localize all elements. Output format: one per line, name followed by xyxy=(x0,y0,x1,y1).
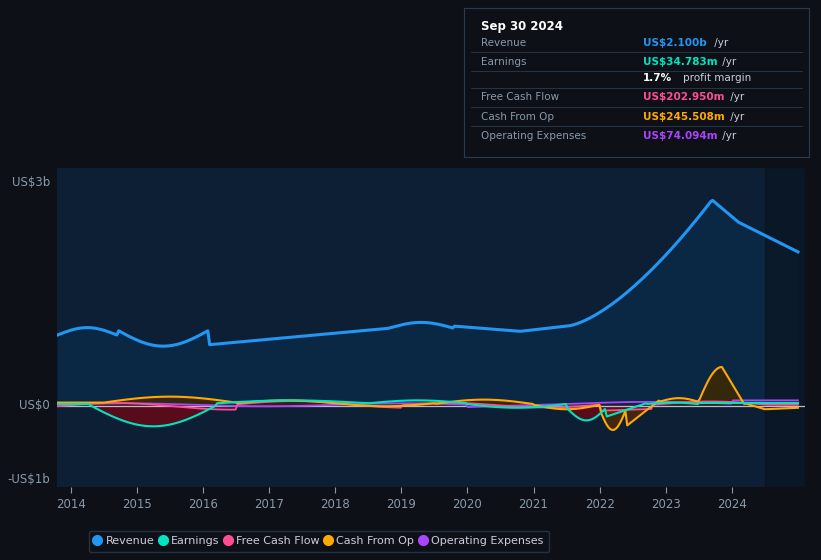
Text: Cash From Op: Cash From Op xyxy=(481,112,554,122)
Text: US$2.100b: US$2.100b xyxy=(643,38,707,48)
Text: /yr: /yr xyxy=(712,38,729,48)
Text: Operating Expenses: Operating Expenses xyxy=(481,131,586,141)
Text: profit margin: profit margin xyxy=(683,73,751,83)
Text: Earnings: Earnings xyxy=(481,57,526,67)
Text: -US$1b: -US$1b xyxy=(7,473,50,486)
Text: Sep 30 2024: Sep 30 2024 xyxy=(481,20,563,33)
Text: US$3b: US$3b xyxy=(11,176,50,189)
Text: /yr: /yr xyxy=(719,57,736,67)
Text: /yr: /yr xyxy=(727,112,744,122)
Legend: Revenue, Earnings, Free Cash Flow, Cash From Op, Operating Expenses: Revenue, Earnings, Free Cash Flow, Cash … xyxy=(89,531,549,552)
Text: US$202.950m: US$202.950m xyxy=(643,92,725,102)
Text: Revenue: Revenue xyxy=(481,38,526,48)
Text: US$74.094m: US$74.094m xyxy=(643,131,718,141)
Text: Free Cash Flow: Free Cash Flow xyxy=(481,92,559,102)
Text: US$0: US$0 xyxy=(19,399,50,412)
Text: US$245.508m: US$245.508m xyxy=(643,112,725,122)
Text: US$34.783m: US$34.783m xyxy=(643,57,718,67)
Bar xyxy=(765,168,805,487)
Text: 1.7%: 1.7% xyxy=(643,73,672,83)
Text: /yr: /yr xyxy=(719,131,736,141)
Text: /yr: /yr xyxy=(727,92,744,102)
